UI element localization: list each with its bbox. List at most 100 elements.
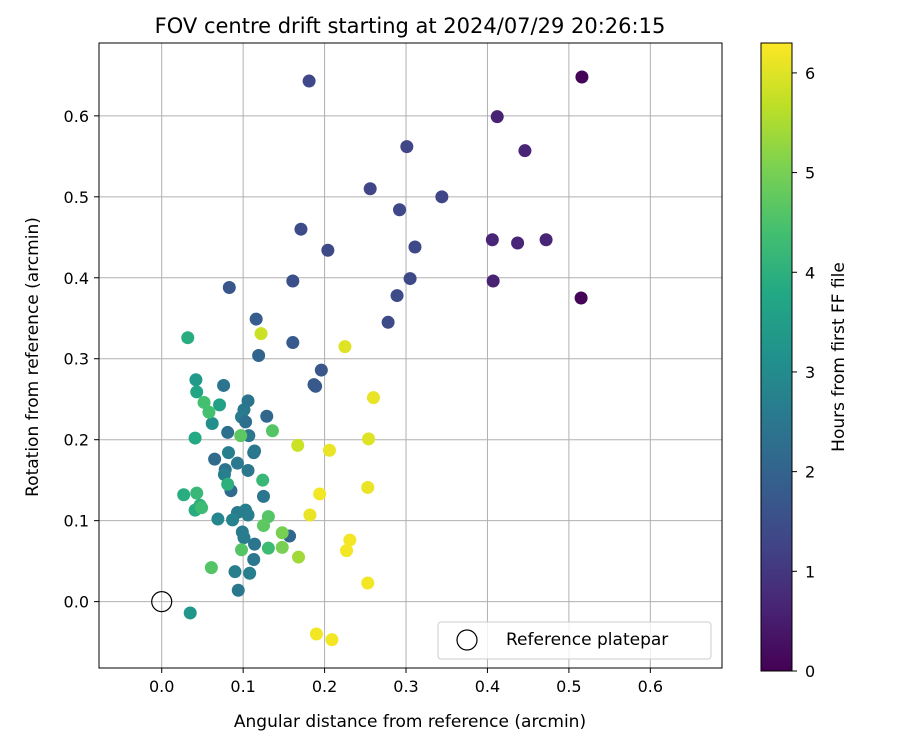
colorbar-label: Hours from first FF file [829,262,849,452]
data-point [362,432,376,446]
y-tick-label: 0.6 [64,107,89,126]
colorbar-tick-label: 6 [805,64,815,83]
plot-frame [98,42,723,669]
data-point [302,74,316,88]
data-point [265,424,279,438]
data-point [177,488,191,502]
data-point [485,233,499,247]
data-point [303,508,317,522]
data-point [403,272,417,286]
data-point [190,486,204,500]
data-point [286,336,300,350]
data-point [208,452,222,466]
data-point [340,544,354,558]
data-point [221,425,235,439]
data-point [226,513,240,527]
data-point [261,541,275,555]
y-tick-label: 0.2 [64,431,89,450]
legend-box [437,621,712,660]
data-point [322,443,336,457]
legend-marker-reference [456,629,478,651]
y-tick-label: 0.4 [64,269,89,288]
colorbar-tick-label: 4 [805,263,815,282]
data-point [575,70,589,84]
data-point [247,553,261,567]
data-point [511,236,525,250]
data-point [254,327,268,341]
data-point [363,182,377,196]
y-tick-label: 0.0 [64,593,89,612]
data-point [183,606,197,620]
data-point [228,565,242,579]
data-point [286,274,300,288]
x-tick-label: 0.2 [312,677,337,696]
y-tick-label: 0.3 [64,350,89,369]
data-point [275,540,289,554]
data-point [257,519,271,533]
data-point [222,280,236,294]
data-point [338,340,352,354]
data-point [239,415,253,429]
x-tick-label: 0.3 [393,677,418,696]
y-axis-label: Rotation from reference (arcmin) [23,217,43,497]
data-point [248,444,262,458]
data-point [313,487,327,501]
data-point [490,110,504,124]
colorbar-tick-label: 1 [805,562,815,581]
data-point [435,190,449,204]
legend-label-reference: Reference platepar [506,630,668,650]
data-point [393,203,407,217]
data-point [309,627,323,641]
x-tick-label: 0.1 [230,677,255,696]
data-point [361,576,375,590]
data-point [518,144,532,158]
data-point [197,395,211,409]
x-axis-label: Angular distance from reference (arcmin) [234,712,586,732]
data-point [390,289,404,303]
data-point [221,446,235,460]
colorbar-tick-label: 2 [805,463,815,482]
data-point [243,566,257,580]
data-point [321,243,335,257]
data-point [189,373,203,387]
reference-marker [151,591,173,613]
data-point [249,312,263,326]
data-point [408,240,422,254]
colorbar: 0 1 2 3 4 5 6 Hours from first FF file [760,42,849,681]
data-point [234,429,248,443]
data-point [309,379,323,393]
data-point [241,508,255,522]
data-point [181,331,195,345]
data-point [400,140,414,154]
data-point [248,537,262,551]
data-point [202,405,216,419]
data-point [205,417,219,431]
data-point [343,533,357,547]
y-tick-label: 0.1 [64,512,89,531]
data-point [256,473,270,487]
data-point [260,409,274,423]
x-tick-label: 0.5 [556,677,581,696]
data-point [221,477,235,491]
data-point [294,222,308,236]
colorbar-tick-label: 5 [805,164,815,183]
data-point [361,480,375,494]
data-point [241,463,255,477]
data-point [314,363,328,377]
data-point [213,398,227,412]
data-point [190,385,204,399]
data-point [292,550,306,564]
data-point [486,274,500,288]
data-point [204,561,218,575]
colorbar-tick-label: 0 [805,662,815,681]
data-point [275,526,289,540]
data-point [231,583,245,597]
data-point [237,531,251,545]
data-point [188,431,202,445]
data-point [195,501,209,515]
chart-title: FOV centre drift starting at 2024/07/29 … [155,14,666,38]
x-tick-label: 0.4 [475,677,500,696]
colorbar-tick-label: 3 [805,363,815,382]
